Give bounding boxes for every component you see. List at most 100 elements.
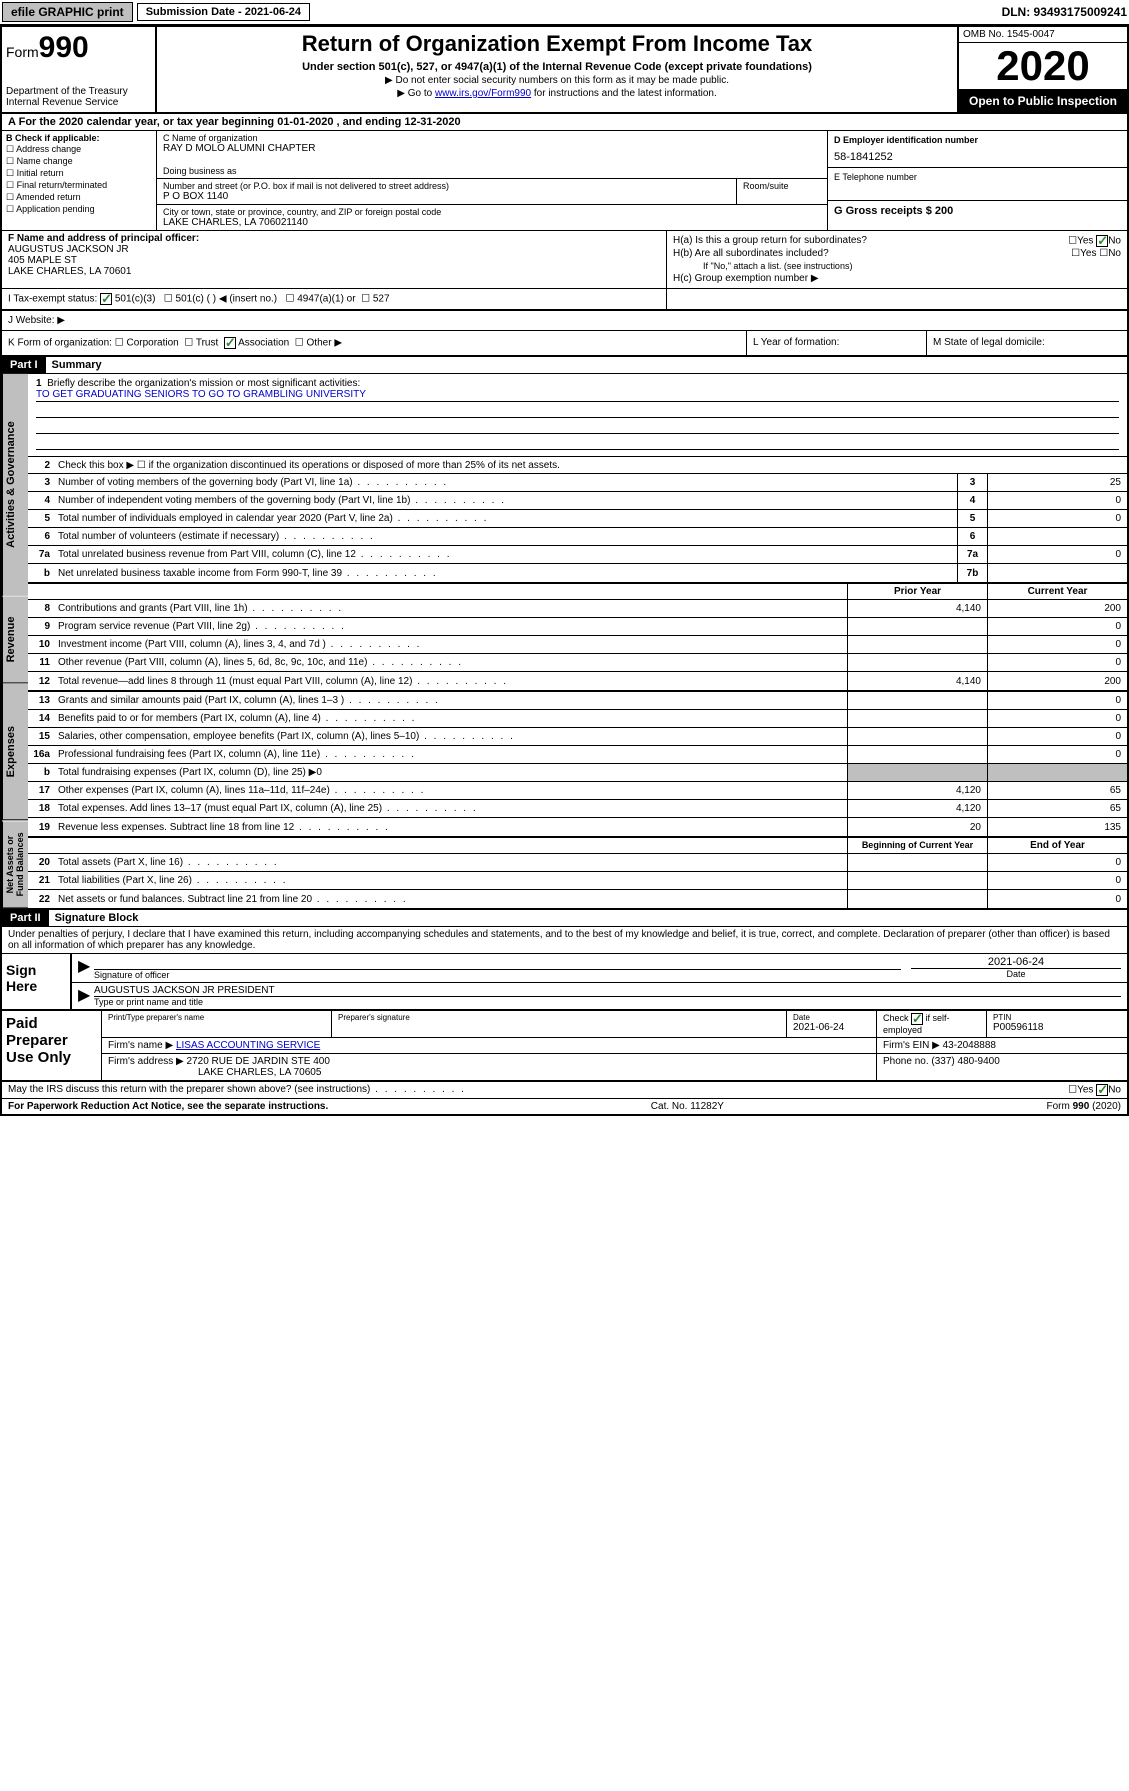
revenue-lines: 8 Contributions and grants (Part VIII, l… [28, 600, 1127, 690]
chk-app-pending[interactable]: ☐ Application pending [6, 204, 152, 215]
efile-button[interactable]: efile GRAPHIC print [2, 2, 133, 22]
firm-addr1: 2720 RUE DE JARDIN STE 400 [187, 1056, 330, 1067]
prep-date: 2021-06-24 [793, 1022, 870, 1033]
phone-value [834, 182, 1121, 196]
arrow-icon: ▶ [78, 956, 94, 980]
sign-here-row: Sign Here ▶ Signature of officer 2021-06… [2, 953, 1127, 1009]
firm-addr2: LAKE CHARLES, LA 70605 [108, 1067, 321, 1078]
chk-lbl-0: Address change [16, 144, 81, 154]
vtab-activities-governance: Activities & Governance [2, 374, 28, 596]
section-j-row: J Website: ▶ [2, 311, 1127, 331]
line-b: b Total fundraising expenses (Part IX, c… [28, 764, 1127, 782]
section-k: K Form of organization: ☐ Corporation ☐ … [2, 331, 747, 355]
street-value: P O BOX 1140 [163, 191, 730, 202]
line-18: 18 Total expenses. Add lines 13–17 (must… [28, 800, 1127, 818]
section-g: G Gross receipts $ 200 [828, 201, 1127, 221]
form-header: Form990 Department of the Treasury Inter… [2, 27, 1127, 114]
form-body: Form990 Department of the Treasury Inter… [0, 25, 1129, 1116]
arrow-icon-2: ▶ [78, 985, 94, 1007]
hdr-beginning: Beginning of Current Year [847, 838, 987, 853]
goto-post: for instructions and the latest informat… [531, 88, 717, 99]
line-4: 4 Number of independent voting members o… [28, 492, 1127, 510]
line-11: 11 Other revenue (Part VIII, column (A),… [28, 654, 1127, 672]
firm-ein-label: Firm's EIN ▶ [883, 1040, 940, 1051]
part2-header: Part II [2, 910, 49, 926]
vtabs: Activities & Governance Revenue Expenses… [2, 374, 28, 908]
gross-receipts: G Gross receipts $ 200 [834, 205, 953, 217]
chk-address-change[interactable]: ☐ Address change [6, 144, 152, 155]
form-subtitle: Under section 501(c), 527, or 4947(a)(1)… [161, 61, 953, 73]
line-5: 5 Total number of individuals employed i… [28, 510, 1127, 528]
chk-final-return[interactable]: ☐ Final return/terminated [6, 180, 152, 191]
note-ssn: ▶ Do not enter social security numbers o… [161, 75, 953, 86]
line-b: b Net unrelated business taxable income … [28, 564, 1127, 582]
blank1 [36, 404, 1119, 418]
line-a-text: For the 2020 calendar year, or tax year … [19, 116, 461, 128]
dln-label: DLN: 93493175009241 [1002, 5, 1127, 19]
submission-date-box: Submission Date - 2021-06-24 [137, 3, 310, 21]
firm-ein: 43-2048888 [943, 1040, 996, 1051]
rev-header: Prior Year Current Year [28, 582, 1127, 600]
chk-amended[interactable]: ☐ Amended return [6, 192, 152, 203]
form-number: Form990 [6, 31, 151, 65]
section-fh: F Name and address of principal officer:… [2, 231, 1127, 289]
footer-row: For Paperwork Reduction Act Notice, see … [2, 1098, 1127, 1114]
k-assoc: Association [238, 338, 289, 349]
netassets-lines: 20 Total assets (Part X, line 16) 021 To… [28, 854, 1127, 908]
tax-exempt-label: I Tax-exempt status: [8, 294, 97, 305]
governance-lines: 3 Number of voting members of the govern… [28, 474, 1127, 582]
omb-number: OMB No. 1545-0047 [959, 27, 1127, 43]
chk-lbl-5: Application pending [16, 204, 95, 214]
section-h: H(a) Is this a group return for subordin… [667, 231, 1127, 288]
l2-text: Check this box ▶ ☐ if the organization d… [56, 458, 1127, 473]
line-7a: 7a Total unrelated business revenue from… [28, 546, 1127, 564]
line-3: 3 Number of voting members of the govern… [28, 474, 1127, 492]
ha-text: H(a) Is this a group return for subordin… [673, 235, 867, 246]
part2-title: Signature Block [49, 910, 145, 926]
line-6: 6 Total number of volunteers (estimate i… [28, 528, 1127, 546]
line-15: 15 Salaries, other compensation, employe… [28, 728, 1127, 746]
part2-header-row: Part II Signature Block [2, 910, 1127, 927]
section-e: E Telephone number [828, 168, 1127, 201]
room-label: Room/suite [743, 181, 821, 191]
city-value: LAKE CHARLES, LA 706021140 [163, 217, 821, 228]
line-22: 22 Net assets or fund balances. Subtract… [28, 890, 1127, 908]
discuss-text: May the IRS discuss this return with the… [8, 1084, 466, 1096]
form-ref: Form 990 (2020) [1047, 1101, 1121, 1112]
prep-name-label: Print/Type preparer's name [108, 1013, 325, 1022]
chk-lbl-2: Initial return [17, 168, 64, 178]
cat-no: Cat. No. 11282Y [651, 1101, 724, 1112]
chk-initial-return[interactable]: ☐ Initial return [6, 168, 152, 179]
firm-phone: (337) 480-9400 [931, 1056, 999, 1067]
sig-officer-line [94, 956, 901, 970]
ein-value: 58-1841252 [834, 151, 1121, 163]
line-9: 9 Program service revenue (Part VIII, li… [28, 618, 1127, 636]
org-name-block: C Name of organization RAY D MOLO ALUMNI… [157, 131, 827, 179]
officer-label: F Name and address of principal officer: [8, 233, 199, 244]
chk-name-change[interactable]: ☐ Name change [6, 156, 152, 167]
firm-addr-label: Firm's address ▶ [108, 1056, 184, 1067]
officer-addr1: 405 MAPLE ST [8, 255, 77, 266]
hb-no: No [1108, 248, 1121, 259]
line2: 2 Check this box ▶ ☐ if the organization… [28, 456, 1127, 474]
discuss-label: May the IRS discuss this return with the… [8, 1084, 370, 1095]
section-h-cont [667, 289, 1127, 310]
ptin-label: PTIN [993, 1013, 1121, 1022]
line-a: A For the 2020 calendar year, or tax yea… [2, 114, 1127, 131]
sign-content: ▶ Signature of officer 2021-06-24 Date ▶… [72, 954, 1127, 1009]
hb-note: If "No," attach a list. (see instruction… [673, 261, 1121, 271]
section-l: L Year of formation: [747, 331, 927, 355]
line1-block: 1 Briefly describe the organization's mi… [28, 374, 1127, 456]
firm-name[interactable]: LISAS ACCOUNTING SERVICE [176, 1040, 320, 1051]
h-a: H(a) Is this a group return for subordin… [673, 235, 1121, 246]
vtab-expenses: Expenses [2, 683, 28, 820]
part1-header-row: Part I Summary [2, 357, 1127, 374]
section-b: B Check if applicable: ☐ Address change … [2, 131, 157, 230]
sig-date-label: Date [911, 969, 1121, 979]
open-to-public: Open to Public Inspection [959, 90, 1127, 112]
sig-date: 2021-06-24 [911, 956, 1121, 969]
line-16a: 16a Professional fundraising fees (Part … [28, 746, 1127, 764]
tax-year: 2020 [959, 43, 1127, 90]
street-label: Number and street (or P.O. box if mail i… [163, 181, 730, 191]
irs-link[interactable]: www.irs.gov/Form990 [435, 88, 531, 99]
